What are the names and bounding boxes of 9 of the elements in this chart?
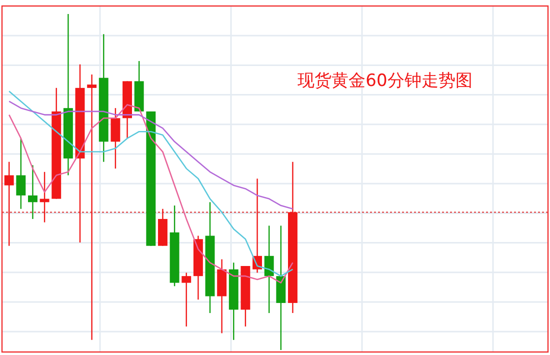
candlestick [40,171,50,223]
text: 现货黄金60分钟走势图 [298,71,472,91]
candlestick [4,161,14,246]
candlestick [16,138,26,210]
candlestick [110,107,120,170]
candlestick [264,225,274,314]
candlestick [28,164,38,220]
candlestick [87,74,97,341]
candlestick [182,272,192,328]
